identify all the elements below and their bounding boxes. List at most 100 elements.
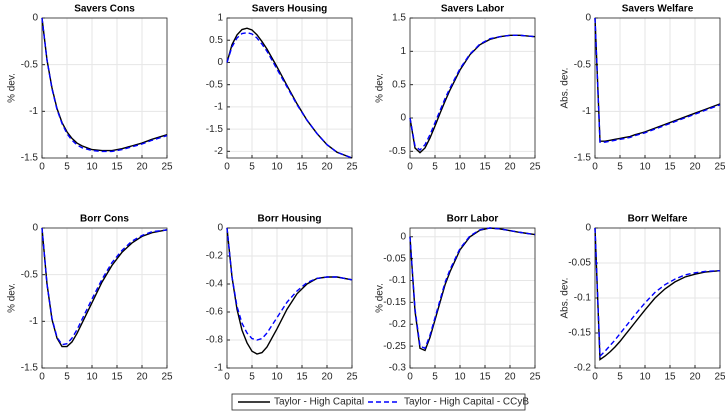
y-axis-label: Abs. dev. [560, 278, 571, 319]
panel-title: Borr Cons [80, 214, 129, 225]
series-line [409, 34, 536, 151]
x-tick-label: 25 [714, 372, 725, 383]
x-tick-label: 10 [454, 162, 466, 173]
x-tick-label: 0 [39, 372, 45, 383]
y-tick-label: -0.1 [574, 293, 592, 304]
panel-title: Borr Housing [258, 214, 322, 225]
x-tick-label: 10 [639, 162, 651, 173]
y-tick-label: -0.8 [206, 335, 224, 346]
x-tick-label: 20 [321, 162, 333, 173]
y-tick-label: 1.5 [392, 13, 406, 24]
y-tick-label: -1 [214, 102, 223, 113]
x-tick-label: 10 [639, 372, 651, 383]
y-axis-label: % dev. [375, 73, 386, 103]
x-tick-label: 0 [224, 372, 230, 383]
x-tick-label: 5 [432, 162, 438, 173]
x-tick-label: 15 [664, 162, 676, 173]
x-tick-label: 0 [39, 162, 45, 173]
y-tick-label: -0.25 [383, 341, 406, 352]
x-tick-label: 10 [86, 372, 98, 383]
y-tick-label: -1 [29, 106, 38, 117]
y-tick-label: -2 [214, 146, 223, 157]
y-tick-label: -0.15 [568, 328, 591, 339]
plot-frame [409, 227, 536, 369]
y-tick-label: 0 [217, 57, 223, 68]
series-line [409, 227, 536, 350]
x-tick-label: 5 [432, 372, 438, 383]
y-tick-label: -0.5 [21, 59, 39, 70]
panel-title: Savers Labor [441, 4, 504, 15]
series-line [226, 31, 353, 159]
panel-title: Borr Labor [447, 214, 499, 225]
plot-frame [41, 227, 168, 369]
y-tick-label: 0 [217, 223, 223, 234]
legend-label: Taylor - High Capital [274, 397, 364, 408]
y-tick-label: 0.5 [209, 35, 223, 46]
y-tick-label: -0.2 [574, 363, 592, 374]
series-line [594, 227, 721, 361]
y-tick-label: -1 [582, 106, 591, 117]
x-tick-label: 15 [479, 162, 491, 173]
series-line [409, 227, 536, 352]
panel-title: Savers Cons [74, 4, 135, 15]
x-tick-label: 5 [64, 372, 70, 383]
y-axis-label: Abs. dev. [560, 68, 571, 109]
y-axis-label: % dev. [7, 73, 18, 103]
x-tick-label: 5 [249, 162, 255, 173]
y-tick-label: 0 [585, 223, 591, 234]
x-tick-label: 5 [617, 162, 623, 173]
x-tick-label: 5 [64, 162, 70, 173]
panel-title: Savers Welfare [622, 4, 694, 15]
plot-frame [594, 227, 721, 369]
y-tick-label: 0 [585, 13, 591, 24]
y-tick-label: -0.2 [206, 251, 224, 262]
x-tick-label: 20 [136, 162, 148, 173]
y-tick-label: 1 [217, 13, 223, 24]
x-tick-label: 25 [346, 162, 358, 173]
plot-frame [226, 227, 353, 369]
x-tick-label: 15 [296, 162, 308, 173]
x-tick-label: 25 [529, 162, 541, 173]
y-tick-label: -0.05 [383, 253, 406, 264]
legend: Taylor - High Capital Taylor - High Capit… [231, 393, 529, 411]
y-tick-label: -0.3 [389, 363, 407, 374]
x-tick-label: 10 [271, 372, 283, 383]
series-line [41, 227, 168, 346]
y-tick-label: 0 [32, 223, 38, 234]
y-tick-label: -0.2 [389, 319, 407, 330]
x-tick-label: 10 [271, 162, 283, 173]
x-tick-label: 25 [714, 162, 725, 173]
plot-frame [41, 17, 168, 159]
y-tick-label: 0 [32, 13, 38, 24]
series-line [409, 34, 536, 154]
x-tick-label: 25 [161, 162, 173, 173]
x-tick-label: 10 [454, 372, 466, 383]
plot-frame [409, 17, 536, 159]
y-tick-label: 0.5 [392, 79, 406, 90]
y-tick-label: -0.5 [574, 59, 592, 70]
x-tick-label: 0 [592, 372, 598, 383]
y-tick-label: -1 [29, 316, 38, 327]
x-tick-label: 15 [296, 372, 308, 383]
plot-frame [594, 17, 721, 159]
x-tick-label: 20 [321, 372, 333, 383]
y-tick-label: -0.6 [206, 307, 224, 318]
y-tick-label: -1.5 [574, 153, 592, 164]
series-line [41, 17, 168, 152]
y-tick-label: -0.4 [206, 279, 224, 290]
y-tick-label: -1 [214, 363, 223, 374]
series-line [226, 227, 353, 355]
panel-title: Borr Welfare [628, 214, 688, 225]
x-tick-label: 25 [529, 372, 541, 383]
y-tick-label: 1 [400, 46, 406, 57]
x-tick-label: 5 [249, 372, 255, 383]
y-tick-label: 0 [400, 231, 406, 242]
x-tick-label: 15 [111, 372, 123, 383]
y-tick-label: -0.5 [21, 269, 39, 280]
x-tick-label: 15 [479, 372, 491, 383]
x-tick-label: 0 [592, 162, 598, 173]
y-tick-label: -0.5 [206, 79, 224, 90]
x-tick-label: 20 [689, 162, 701, 173]
y-tick-label: -1.5 [21, 153, 39, 164]
